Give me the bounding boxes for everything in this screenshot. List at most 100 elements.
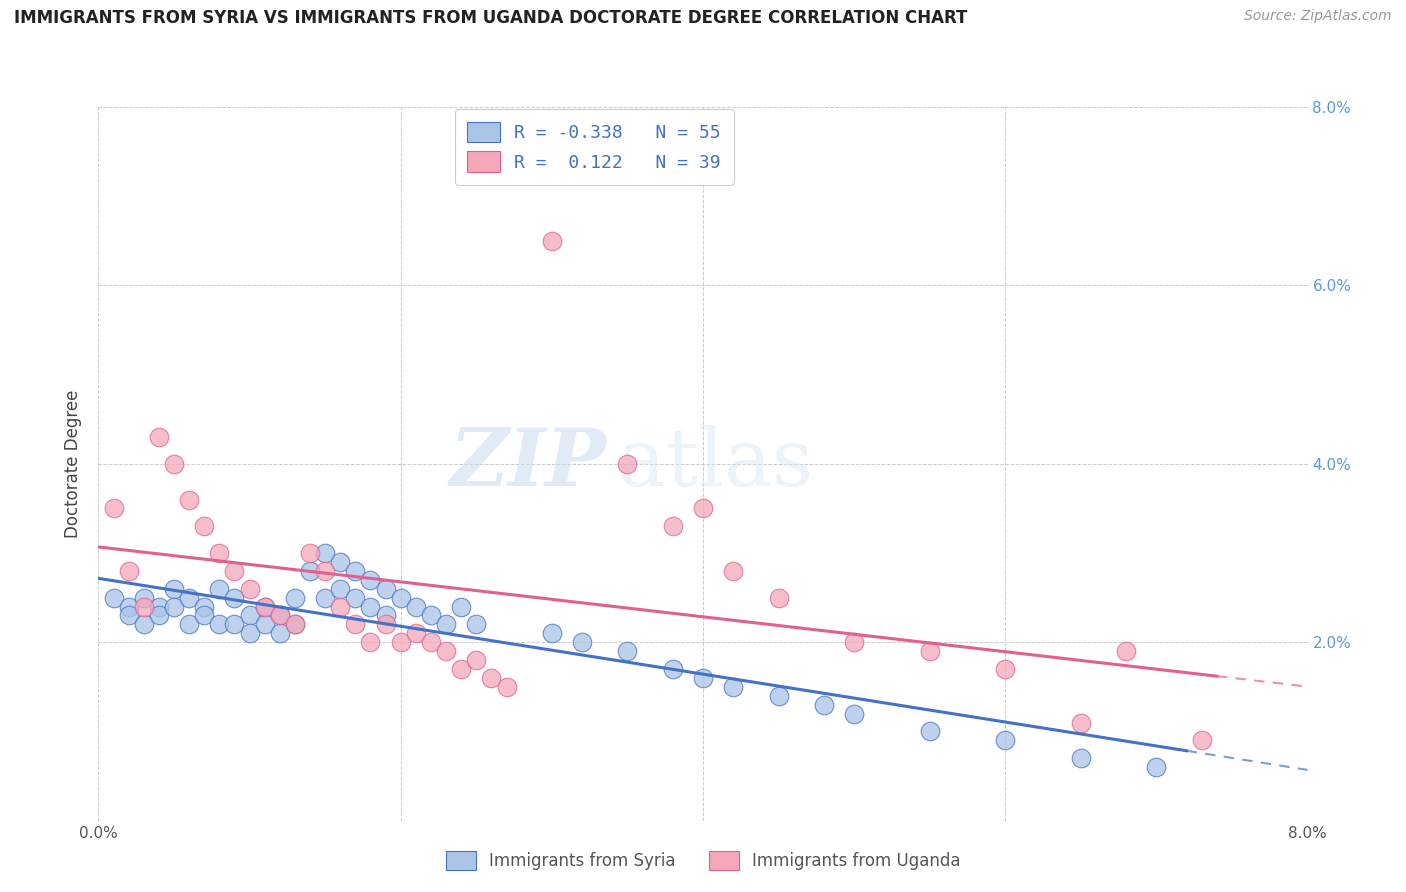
- Point: [239, 582, 262, 596]
- Point: [374, 617, 396, 632]
- Legend: Immigrants from Syria, Immigrants from Uganda: Immigrants from Syria, Immigrants from U…: [439, 844, 967, 877]
- Point: [360, 573, 382, 587]
- Point: [284, 617, 307, 632]
- Point: [163, 582, 186, 596]
- Point: [465, 653, 488, 667]
- Point: [465, 617, 488, 632]
- Point: [723, 564, 745, 578]
- Point: [692, 501, 714, 516]
- Point: [314, 591, 336, 605]
- Point: [224, 564, 246, 578]
- Point: [344, 564, 367, 578]
- Point: [918, 724, 941, 739]
- Point: [253, 617, 276, 632]
- Point: [692, 671, 714, 685]
- Point: [329, 555, 352, 569]
- Point: [374, 582, 396, 596]
- Point: [389, 591, 412, 605]
- Point: [405, 599, 427, 614]
- Point: [616, 457, 638, 471]
- Point: [1146, 760, 1168, 774]
- Point: [420, 635, 443, 649]
- Point: [103, 591, 125, 605]
- Point: [118, 564, 141, 578]
- Point: [239, 608, 262, 623]
- Point: [118, 608, 141, 623]
- Point: [1191, 733, 1213, 747]
- Y-axis label: Doctorate Degree: Doctorate Degree: [65, 390, 83, 538]
- Point: [994, 662, 1017, 676]
- Point: [253, 599, 276, 614]
- Point: [434, 617, 457, 632]
- Point: [193, 608, 215, 623]
- Text: IMMIGRANTS FROM SYRIA VS IMMIGRANTS FROM UGANDA DOCTORATE DEGREE CORRELATION CHA: IMMIGRANTS FROM SYRIA VS IMMIGRANTS FROM…: [14, 9, 967, 27]
- Point: [224, 591, 246, 605]
- Point: [148, 608, 170, 623]
- Point: [723, 680, 745, 694]
- Point: [208, 546, 231, 560]
- Point: [344, 591, 367, 605]
- Point: [571, 635, 593, 649]
- Point: [662, 662, 685, 676]
- Point: [1070, 751, 1092, 765]
- Point: [118, 599, 141, 614]
- Point: [481, 671, 503, 685]
- Point: [420, 608, 443, 623]
- Point: [299, 564, 322, 578]
- Point: [389, 635, 412, 649]
- Point: [616, 644, 638, 658]
- Point: [179, 617, 201, 632]
- Text: atlas: atlas: [619, 425, 814, 503]
- Point: [284, 591, 307, 605]
- Point: [179, 591, 201, 605]
- Point: [193, 519, 215, 533]
- Text: Source: ZipAtlas.com: Source: ZipAtlas.com: [1244, 9, 1392, 23]
- Point: [360, 599, 382, 614]
- Point: [132, 599, 155, 614]
- Point: [269, 626, 291, 640]
- Point: [434, 644, 457, 658]
- Point: [163, 599, 186, 614]
- Point: [148, 599, 170, 614]
- Point: [541, 626, 564, 640]
- Point: [329, 582, 352, 596]
- Point: [813, 698, 835, 712]
- Point: [1070, 715, 1092, 730]
- Point: [299, 546, 322, 560]
- Point: [768, 591, 790, 605]
- Point: [344, 617, 367, 632]
- Point: [193, 599, 215, 614]
- Point: [768, 689, 790, 703]
- Point: [269, 608, 291, 623]
- Text: ZIP: ZIP: [450, 425, 606, 502]
- Point: [495, 680, 517, 694]
- Point: [314, 564, 336, 578]
- Point: [662, 519, 685, 533]
- Point: [224, 617, 246, 632]
- Point: [239, 626, 262, 640]
- Point: [103, 501, 125, 516]
- Point: [163, 457, 186, 471]
- Point: [450, 662, 472, 676]
- Point: [208, 582, 231, 596]
- Point: [269, 608, 291, 623]
- Point: [541, 234, 564, 248]
- Point: [844, 635, 866, 649]
- Point: [360, 635, 382, 649]
- Point: [314, 546, 336, 560]
- Point: [374, 608, 396, 623]
- Point: [179, 492, 201, 507]
- Point: [284, 617, 307, 632]
- Point: [148, 430, 170, 444]
- Point: [844, 706, 866, 721]
- Point: [1115, 644, 1137, 658]
- Point: [329, 599, 352, 614]
- Point: [132, 617, 155, 632]
- Point: [450, 599, 472, 614]
- Point: [405, 626, 427, 640]
- Point: [132, 591, 155, 605]
- Point: [994, 733, 1017, 747]
- Point: [918, 644, 941, 658]
- Point: [253, 599, 276, 614]
- Point: [208, 617, 231, 632]
